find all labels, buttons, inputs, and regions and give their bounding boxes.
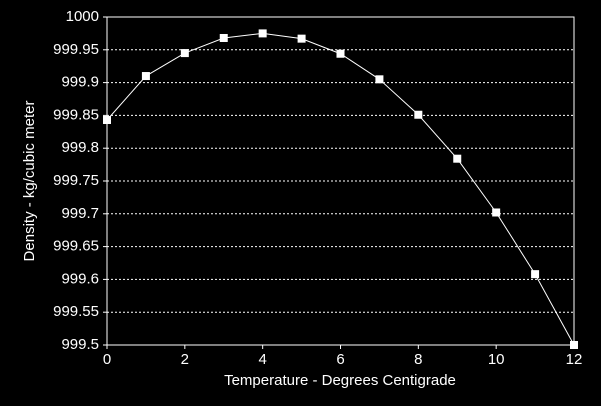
plot-frame xyxy=(106,16,575,346)
y-tick-label: 999.9 xyxy=(61,74,99,91)
x-tick-label: 4 xyxy=(258,351,266,368)
data-point xyxy=(141,72,150,81)
y-tick-label: 999.7 xyxy=(61,205,99,222)
y-tick-label: 999.95 xyxy=(53,41,99,58)
data-point xyxy=(180,49,189,58)
data-point xyxy=(531,270,540,279)
data-point xyxy=(492,208,501,217)
y-tick-label: 1000 xyxy=(66,8,99,25)
data-point xyxy=(219,33,228,42)
y-tick-label: 999.55 xyxy=(53,303,99,320)
x-tick-label: 6 xyxy=(336,351,344,368)
data-point xyxy=(258,29,267,38)
x-axis-label: Temperature - Degrees Centigrade xyxy=(224,372,456,389)
data-line xyxy=(106,32,575,346)
x-tick-label: 10 xyxy=(488,351,505,368)
y-axis-label: Density - kg/cubic meter xyxy=(21,101,38,262)
data-point xyxy=(103,115,111,124)
data-point xyxy=(414,110,423,119)
y-tick-label: 999.75 xyxy=(53,172,99,189)
x-tick-label: 8 xyxy=(414,351,422,368)
data-point xyxy=(297,34,306,43)
x-tick-label: 0 xyxy=(103,351,111,368)
y-tick-label: 999.6 xyxy=(61,270,99,287)
y-tick-label: 999.85 xyxy=(53,106,99,123)
data-point xyxy=(336,49,345,58)
y-tick-label: 999.8 xyxy=(61,139,99,156)
y-tick-label: 999.65 xyxy=(53,238,99,255)
x-tick-label: 12 xyxy=(566,351,583,368)
data-point xyxy=(453,154,462,163)
data-point xyxy=(570,341,578,349)
data-point xyxy=(375,75,384,84)
x-tick-label: 2 xyxy=(181,351,189,368)
y-tick-label: 999.5 xyxy=(61,336,99,353)
